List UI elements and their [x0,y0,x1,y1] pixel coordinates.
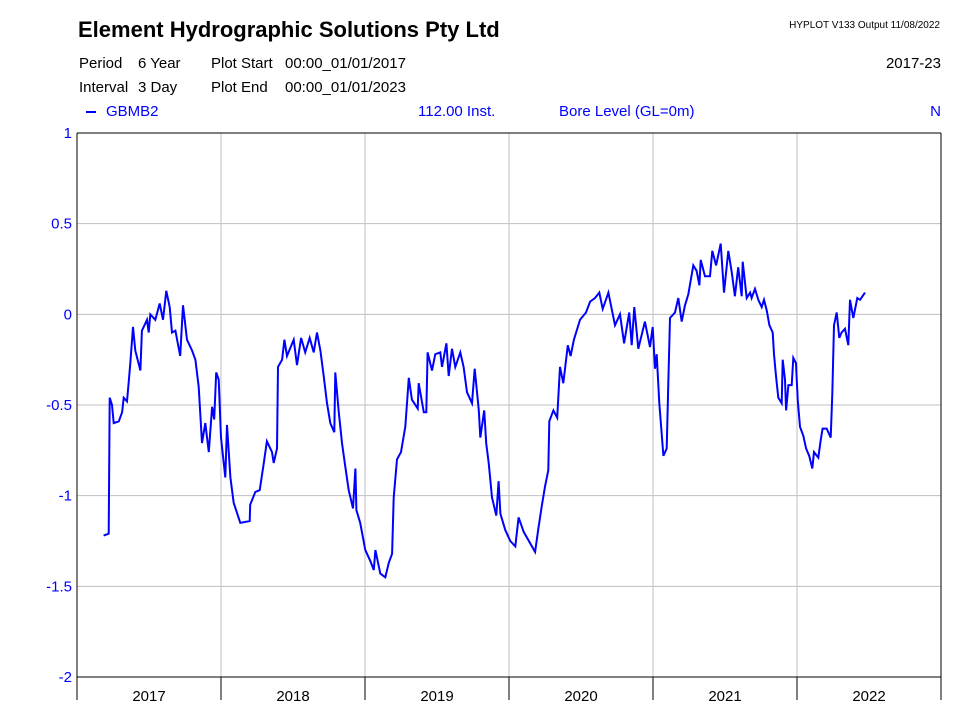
series-line-gbmb2 [103,243,866,580]
interval-label: Interval [79,79,129,96]
legend-line-icon [86,111,96,113]
plot-start-value: 00:00_01/01/2017 [285,55,406,72]
y-tick-label: 0 [64,306,72,323]
y-tick-label: 1 [64,125,72,142]
y-tick-label: -0.5 [46,397,72,414]
x-tick-label: 2020 [564,688,597,705]
period-label: Period [79,55,123,72]
y-tick-label: -1.5 [46,578,72,595]
plot-end-label: Plot End [211,79,268,96]
y-tick-label: -1 [59,488,72,505]
interval-value: 3 Day [138,79,178,96]
x-tick-label: 2019 [420,688,453,705]
y-tick-label: 0.5 [51,216,72,233]
company-title: Element Hydrographic Solutions Pty Ltd [78,17,500,42]
plot-end-value: 00:00_01/01/2023 [285,79,406,96]
legend-flag: N [930,103,941,120]
period-value: 6 Year [138,55,181,72]
plot-start-label: Plot Start [211,55,273,72]
software-output-info: HYPLOT V133 Output 11/08/2022 [789,20,940,31]
x-tick-label: 2018 [276,688,309,705]
range-label: 2017-23 [885,55,941,72]
legend-site: GBMB2 [106,103,159,120]
x-tick-label: 2017 [132,688,165,705]
x-tick-label: 2021 [708,688,741,705]
x-tick-label: 2022 [852,688,885,705]
y-tick-label: -2 [59,669,72,686]
legend-description: Bore Level (GL=0m) [559,103,695,120]
legend-variable: 112.00 Inst. [418,103,496,120]
